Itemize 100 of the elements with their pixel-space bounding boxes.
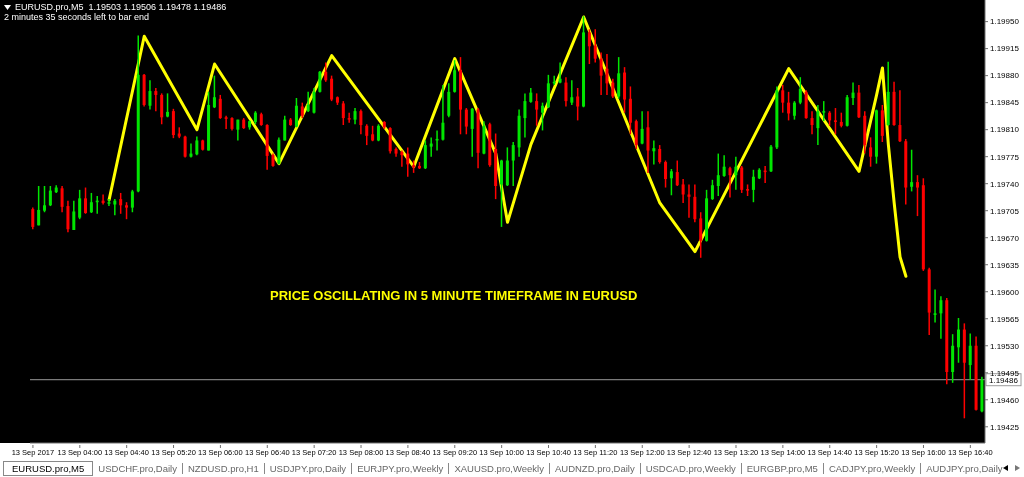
candlestick [388,126,392,155]
candlestick [833,107,837,136]
candlestick [593,28,597,64]
candlestick [669,168,673,197]
candlestick [957,317,960,364]
candlestick [939,295,943,340]
candlestick [66,199,70,234]
candlestick [429,136,433,158]
y-tick-label: 1.19495 [990,368,1020,378]
text: 2 minutes 35 seconds left to bar end [4,12,150,22]
candlestick [453,59,457,94]
candlestick [148,79,152,111]
line-series [107,15,908,278]
candlestick [224,115,228,130]
candlestick [365,123,369,146]
y-tick-label: 1.19460 [990,395,1020,405]
candlestick [541,101,545,132]
candlestick [734,155,738,191]
candlestick [599,51,603,96]
candlestick [587,28,591,65]
candlestick [500,159,503,228]
text: EURUSD.pro,M5 [3,461,94,476]
y-tick-label: 1.19950 [990,17,1020,27]
candlestick [171,108,175,139]
candlestick [406,146,410,178]
candlestick [851,81,855,106]
candlestick [915,174,919,217]
text: NZDUSD.pro,H1 [181,463,264,474]
candlestick [31,206,35,230]
candlestick [792,100,796,121]
candlestick [664,159,668,189]
text: CADJPY.pro,Weekly [822,463,921,474]
candlestick [72,199,76,231]
candlestick [441,84,445,142]
candlestick [43,185,47,213]
candlestick [212,74,216,109]
candlestick [535,92,539,127]
y-tick-label: 1.19740 [990,179,1020,189]
candlestick [605,53,609,96]
ref-line-label: 1.19486 [989,376,1019,386]
candlestick [359,108,363,136]
candlestick [968,332,972,381]
candlestick [816,104,820,146]
candlestick [154,87,158,112]
text: USDJPY.pro,Daily [263,463,352,474]
candlestick [470,107,474,158]
candlestick [330,74,334,102]
y-tick-label: 1.19425 [990,422,1020,432]
y-tick-label: 1.19845 [990,98,1020,108]
candlestick [658,144,662,165]
candlestick [681,178,685,204]
text: USDCAD.pro,Weekly [639,463,741,474]
candlestick [898,89,902,143]
candlestick [722,154,726,178]
candlestick [910,148,914,193]
text: AUDNZD.pro,Daily [548,463,640,474]
candlestick [787,91,791,122]
candlestick [634,118,638,150]
candlestick [89,192,93,214]
candlestick [195,135,199,156]
y-tick-label: 1.19600 [990,287,1020,297]
candlestick [693,183,697,224]
candlestick [324,61,328,83]
candlestick [312,87,316,115]
candlestick [306,91,310,113]
text: EURJPY.pro,Weekly [351,463,449,474]
candlestick [740,165,744,194]
candlestick [119,192,123,215]
candlestick [611,77,615,99]
y-tick-label: 1.19670 [990,233,1020,243]
candlestick [652,139,656,166]
candlestick [78,189,82,220]
candlestick [687,183,691,219]
candlestick [570,79,574,106]
y-tick-label: 1.19880 [990,71,1020,81]
candlestick [341,100,345,126]
y-tick-label: 1.19810 [990,125,1020,135]
candlestick [628,85,632,136]
candlestick [318,70,322,94]
candlestick [728,165,732,199]
candlestick [699,211,703,259]
candlestick [523,92,527,139]
candlestick [564,76,568,108]
candlestick [84,186,88,215]
candlestick [294,97,298,129]
candlestick [933,288,937,324]
y-tick-label: 1.19915 [990,44,1020,54]
candlestick [810,110,814,136]
candlestick [37,185,41,227]
candlestick [60,185,64,213]
candlestick [546,74,550,109]
candlestick [283,115,287,142]
y-tick-label: 1.19565 [990,314,1020,324]
candlestick [347,111,351,124]
candlestick [869,136,873,168]
candlestick [107,198,111,207]
text: AUDJPY.pro,Daily [920,463,1008,474]
candlestick [464,107,468,136]
candlestick [400,149,404,168]
y-tick-label: 1.19530 [990,341,1020,351]
